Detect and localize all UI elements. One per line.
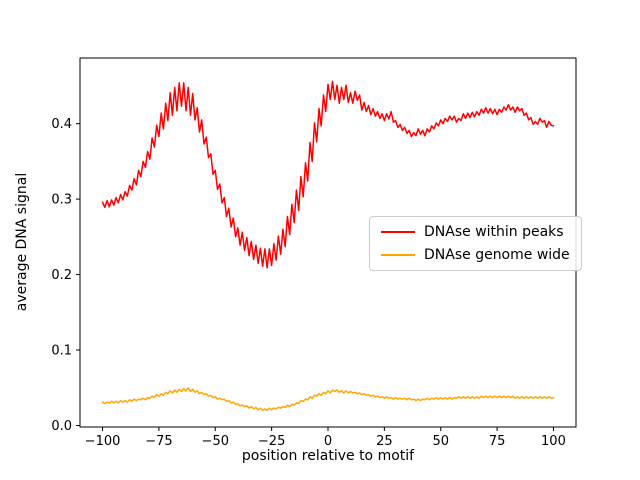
x-tick-label: −50: [202, 434, 229, 449]
y-tick-label: 0.0: [51, 419, 72, 434]
legend-item: DNAse genome wide: [381, 247, 570, 263]
y-tick-label: 0.2: [51, 268, 72, 283]
series-line-0: [101, 80, 555, 269]
x-tick-label: 0: [324, 434, 332, 449]
x-axis-label: position relative to motif: [241, 448, 415, 464]
x-tick-label: −25: [258, 434, 285, 449]
x-tick-label: 50: [432, 434, 449, 449]
y-tick-label: 0.4: [51, 117, 72, 132]
y-tick-label: 0.1: [51, 344, 72, 359]
x-tick-label: 75: [489, 434, 506, 449]
y-axis-label: average DNA signal: [14, 172, 30, 312]
x-tick-label: 100: [541, 434, 566, 449]
legend-line-dnase-within-peaks-icon: [381, 231, 415, 233]
legend-label: DNAse within peaks: [424, 224, 564, 240]
legend-item: DNAse within peaks: [381, 224, 570, 240]
legend-line-dnase-genome-wide-icon: [381, 254, 415, 256]
legend-label: DNAse genome wide: [424, 247, 570, 263]
legend: DNAse within peaks DNAse genome wide: [369, 216, 582, 271]
y-tick-label: 0.3: [51, 193, 72, 208]
x-tick-label: 25: [376, 434, 393, 449]
x-tick-label: −75: [145, 434, 172, 449]
series-line-1: [101, 387, 555, 412]
x-tick-label: −100: [85, 434, 121, 449]
